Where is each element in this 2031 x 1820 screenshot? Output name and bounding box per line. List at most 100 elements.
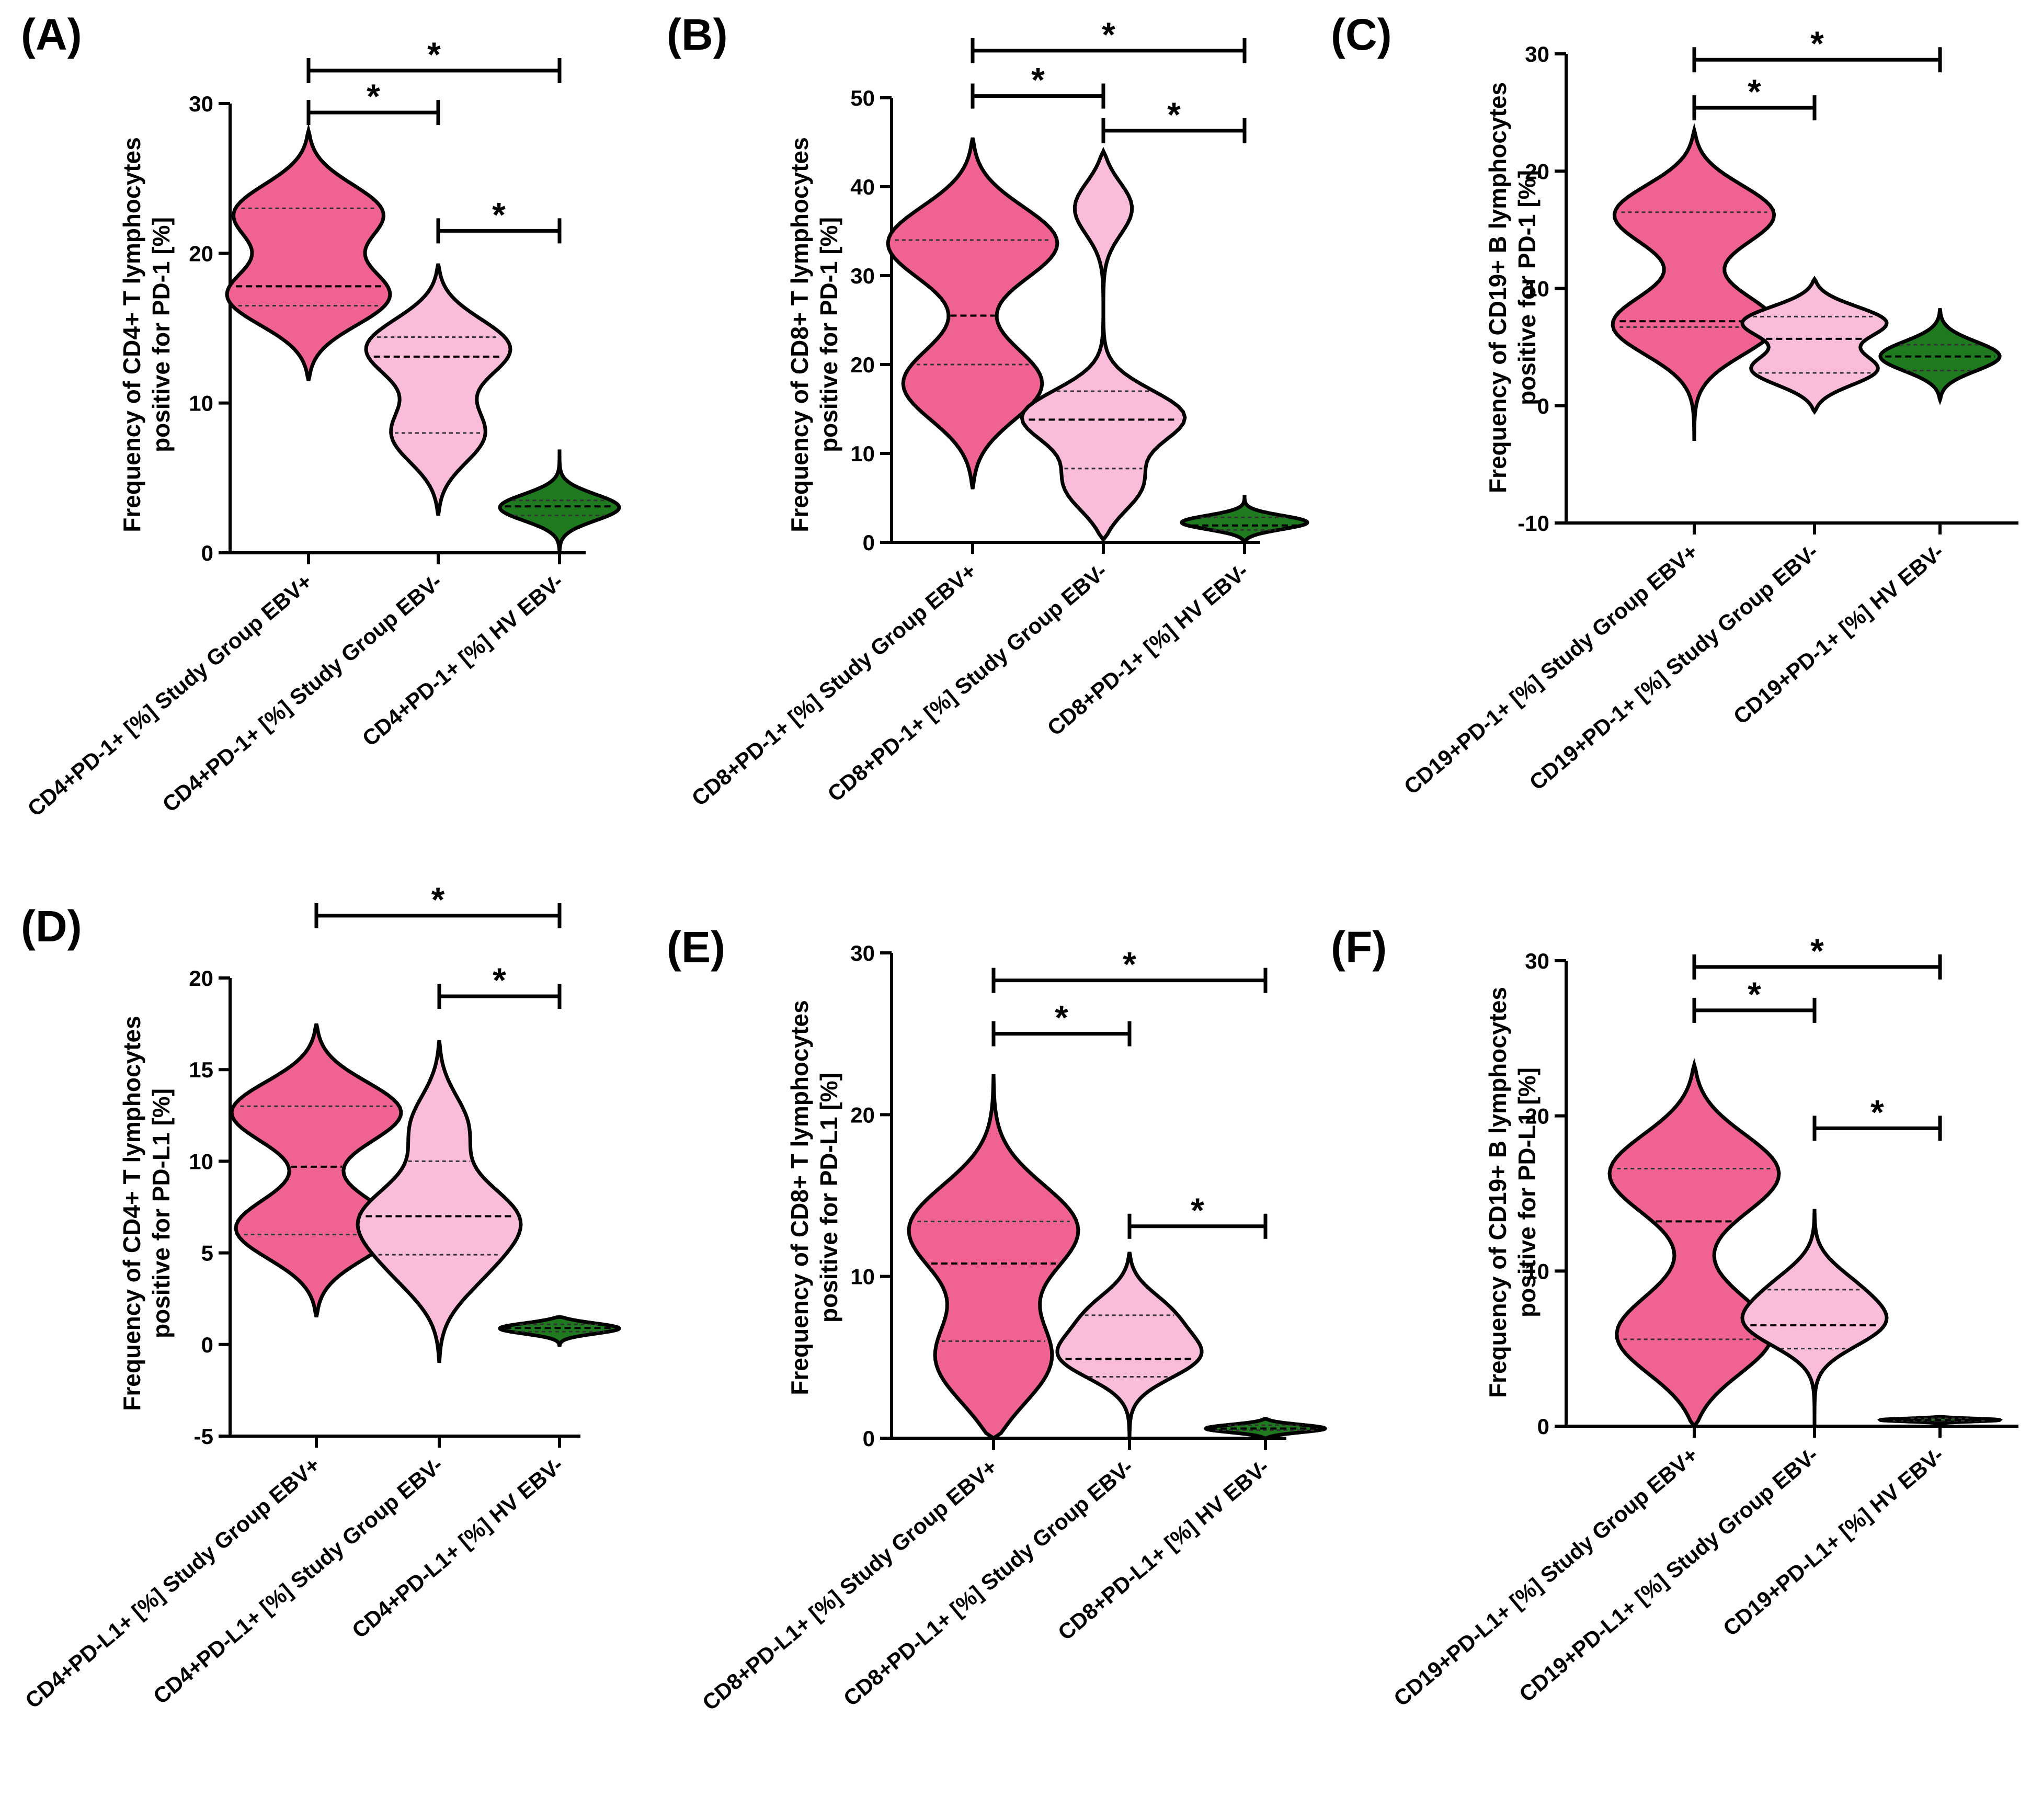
y-tick-label: 0 — [1537, 1414, 1549, 1439]
y-tick-label: 10 — [850, 1265, 875, 1289]
y-tick-label: 20 — [1525, 159, 1549, 184]
y-tick-label: 10 — [850, 441, 875, 466]
significance-star: * — [1748, 975, 1761, 1014]
significance-star: * — [431, 880, 445, 919]
significance-star: * — [1191, 1191, 1204, 1230]
violin-1 — [230, 1023, 403, 1317]
significance-bracket: * — [971, 15, 1247, 63]
violin-1 — [907, 1074, 1080, 1441]
significance-bracket: * — [314, 880, 562, 928]
significance-bracket: * — [306, 77, 440, 126]
significance-star: * — [1810, 931, 1824, 970]
y-tick-label: -10 — [1517, 511, 1549, 536]
panel-e: (E) Frequency of CD8+ T lymphocytespositi… — [667, 923, 1327, 1715]
y-tick-label: 15 — [189, 1057, 213, 1082]
significance-star: * — [1870, 1093, 1884, 1131]
x-category-label: CD4+PD-L1+ [%] HV EBV- — [347, 1452, 568, 1643]
y-tick-label: 20 — [189, 241, 213, 266]
significance-star: * — [1810, 24, 1824, 63]
y-axis-label: Frequency of CD8+ T lymphocytespositive … — [786, 1000, 842, 1395]
y-tick-label: 30 — [850, 264, 875, 288]
y-tick-label: 10 — [189, 391, 213, 416]
significance-bracket: * — [1692, 975, 1817, 1023]
panel-label: (C) — [1331, 10, 1392, 59]
violin-2 — [364, 263, 512, 516]
y-axis-label: Frequency of CD19+ B lymphocytespositive… — [1484, 82, 1541, 493]
y-tick-label: 10 — [1525, 277, 1549, 301]
significance-star: * — [493, 961, 506, 999]
panel-d: (D) Frequency of CD4+ T lymphocytespositi… — [20, 880, 621, 1713]
significance-bracket: * — [1101, 95, 1247, 143]
violin-1 — [886, 137, 1059, 490]
y-axis-label: Frequency of CD4+ T lymphocytespositive … — [118, 137, 175, 532]
violin-1 — [225, 123, 392, 381]
violin-1 — [1607, 1057, 1781, 1429]
significance-star: * — [1055, 998, 1068, 1037]
y-tick-label: -5 — [194, 1424, 213, 1449]
y-tick-label: 0 — [863, 1426, 875, 1451]
y-tick-label: 20 — [1525, 1104, 1549, 1129]
significance-star: * — [1167, 95, 1181, 134]
significance-star: * — [1748, 72, 1761, 111]
x-category-label: CD4+PD-1+ [%] HV EBV- — [358, 569, 568, 751]
panel-b: (B) Frequency of CD8+ T lymphocytespositi… — [667, 10, 1309, 811]
y-tick-label: 30 — [1525, 42, 1549, 66]
y-tick-label: 30 — [850, 941, 875, 965]
significance-bracket: * — [991, 945, 1268, 993]
y-tick-label: 20 — [850, 352, 875, 377]
y-tick-label: 10 — [1525, 1259, 1549, 1283]
y-tick-label: 20 — [850, 1102, 875, 1127]
y-axis-label: Frequency of CD19+ B lymphocytespositive… — [1484, 987, 1541, 1398]
significance-bracket: * — [1692, 931, 1942, 980]
significance-bracket: * — [1812, 1093, 1942, 1141]
y-tick-label: 30 — [1525, 949, 1549, 973]
y-axis-label: Frequency of CD4+ T lymphocytespositive … — [118, 1016, 175, 1410]
panel-label: (D) — [21, 902, 82, 951]
panel-label: (B) — [667, 10, 728, 59]
panel-label: (A) — [21, 10, 82, 59]
x-category-label: CD4+PD-1+ [%] Study Group EBV- — [158, 569, 447, 817]
y-tick-label: 20 — [189, 966, 213, 991]
y-tick-label: 40 — [850, 175, 875, 199]
significance-star: * — [1123, 945, 1136, 984]
y-tick-label: 0 — [201, 541, 213, 565]
violin-3 — [1878, 308, 2002, 405]
violin-1 — [1611, 122, 1778, 441]
significance-bracket: * — [436, 195, 562, 244]
panel-f: (F) Frequency of CD19+ B lymphocytesposit… — [1331, 923, 2018, 1711]
significance-star: * — [492, 195, 506, 234]
y-tick-label: 30 — [189, 92, 213, 116]
y-tick-label: 0 — [863, 530, 875, 555]
violin-2 — [1055, 1252, 1204, 1439]
significance-star: * — [1102, 15, 1115, 54]
violin-3 — [1180, 495, 1309, 544]
y-tick-label: 0 — [201, 1333, 213, 1357]
significance-star: * — [427, 35, 441, 74]
significance-star: * — [367, 77, 380, 116]
violin-2 — [1740, 1209, 1889, 1426]
panel-c: (C) Frequency of CD19+ B lymphocytesposit… — [1331, 10, 2018, 799]
significance-bracket: * — [1692, 24, 1942, 73]
panel-label: (F) — [1331, 923, 1387, 972]
x-category-label: CD4+PD-1+ [%] Study Group EBV+ — [23, 569, 317, 821]
panel-a: (A) Frequency of CD4+ T lymphocytespositi… — [21, 10, 621, 821]
violin-3 — [498, 449, 621, 552]
violin-2 — [1020, 146, 1187, 543]
y-tick-label: 50 — [850, 86, 875, 110]
x-category-label: CD8+PD-L1+ [%] Study Group EBV- — [839, 1454, 1138, 1711]
significance-bracket: * — [306, 35, 562, 84]
x-category-label: CD8+PD-1+ [%] Study Group EBV+ — [687, 559, 981, 811]
violin-2 — [1740, 276, 1889, 415]
x-category-label: CD8+PD-L1+ [%] Study Group EBV+ — [698, 1454, 1002, 1715]
x-category-label: CD19+PD-L1+ [%] HV EBV- — [1718, 1442, 1948, 1641]
y-tick-label: 10 — [189, 1149, 213, 1174]
violin-2 — [356, 1040, 523, 1363]
panel-label: (E) — [667, 923, 725, 972]
x-category-label: CD19+PD-1+ [%] HV EBV- — [1729, 539, 1948, 729]
significance-star: * — [1031, 61, 1045, 99]
y-tick-label: 5 — [201, 1241, 213, 1266]
x-category-label: CD8+PD-L1+ [%] HV EBV- — [1053, 1454, 1274, 1645]
significance-bracket: * — [1692, 72, 1817, 121]
x-category-label: CD8+PD-1+ [%] Study Group EBV- — [823, 559, 1112, 806]
